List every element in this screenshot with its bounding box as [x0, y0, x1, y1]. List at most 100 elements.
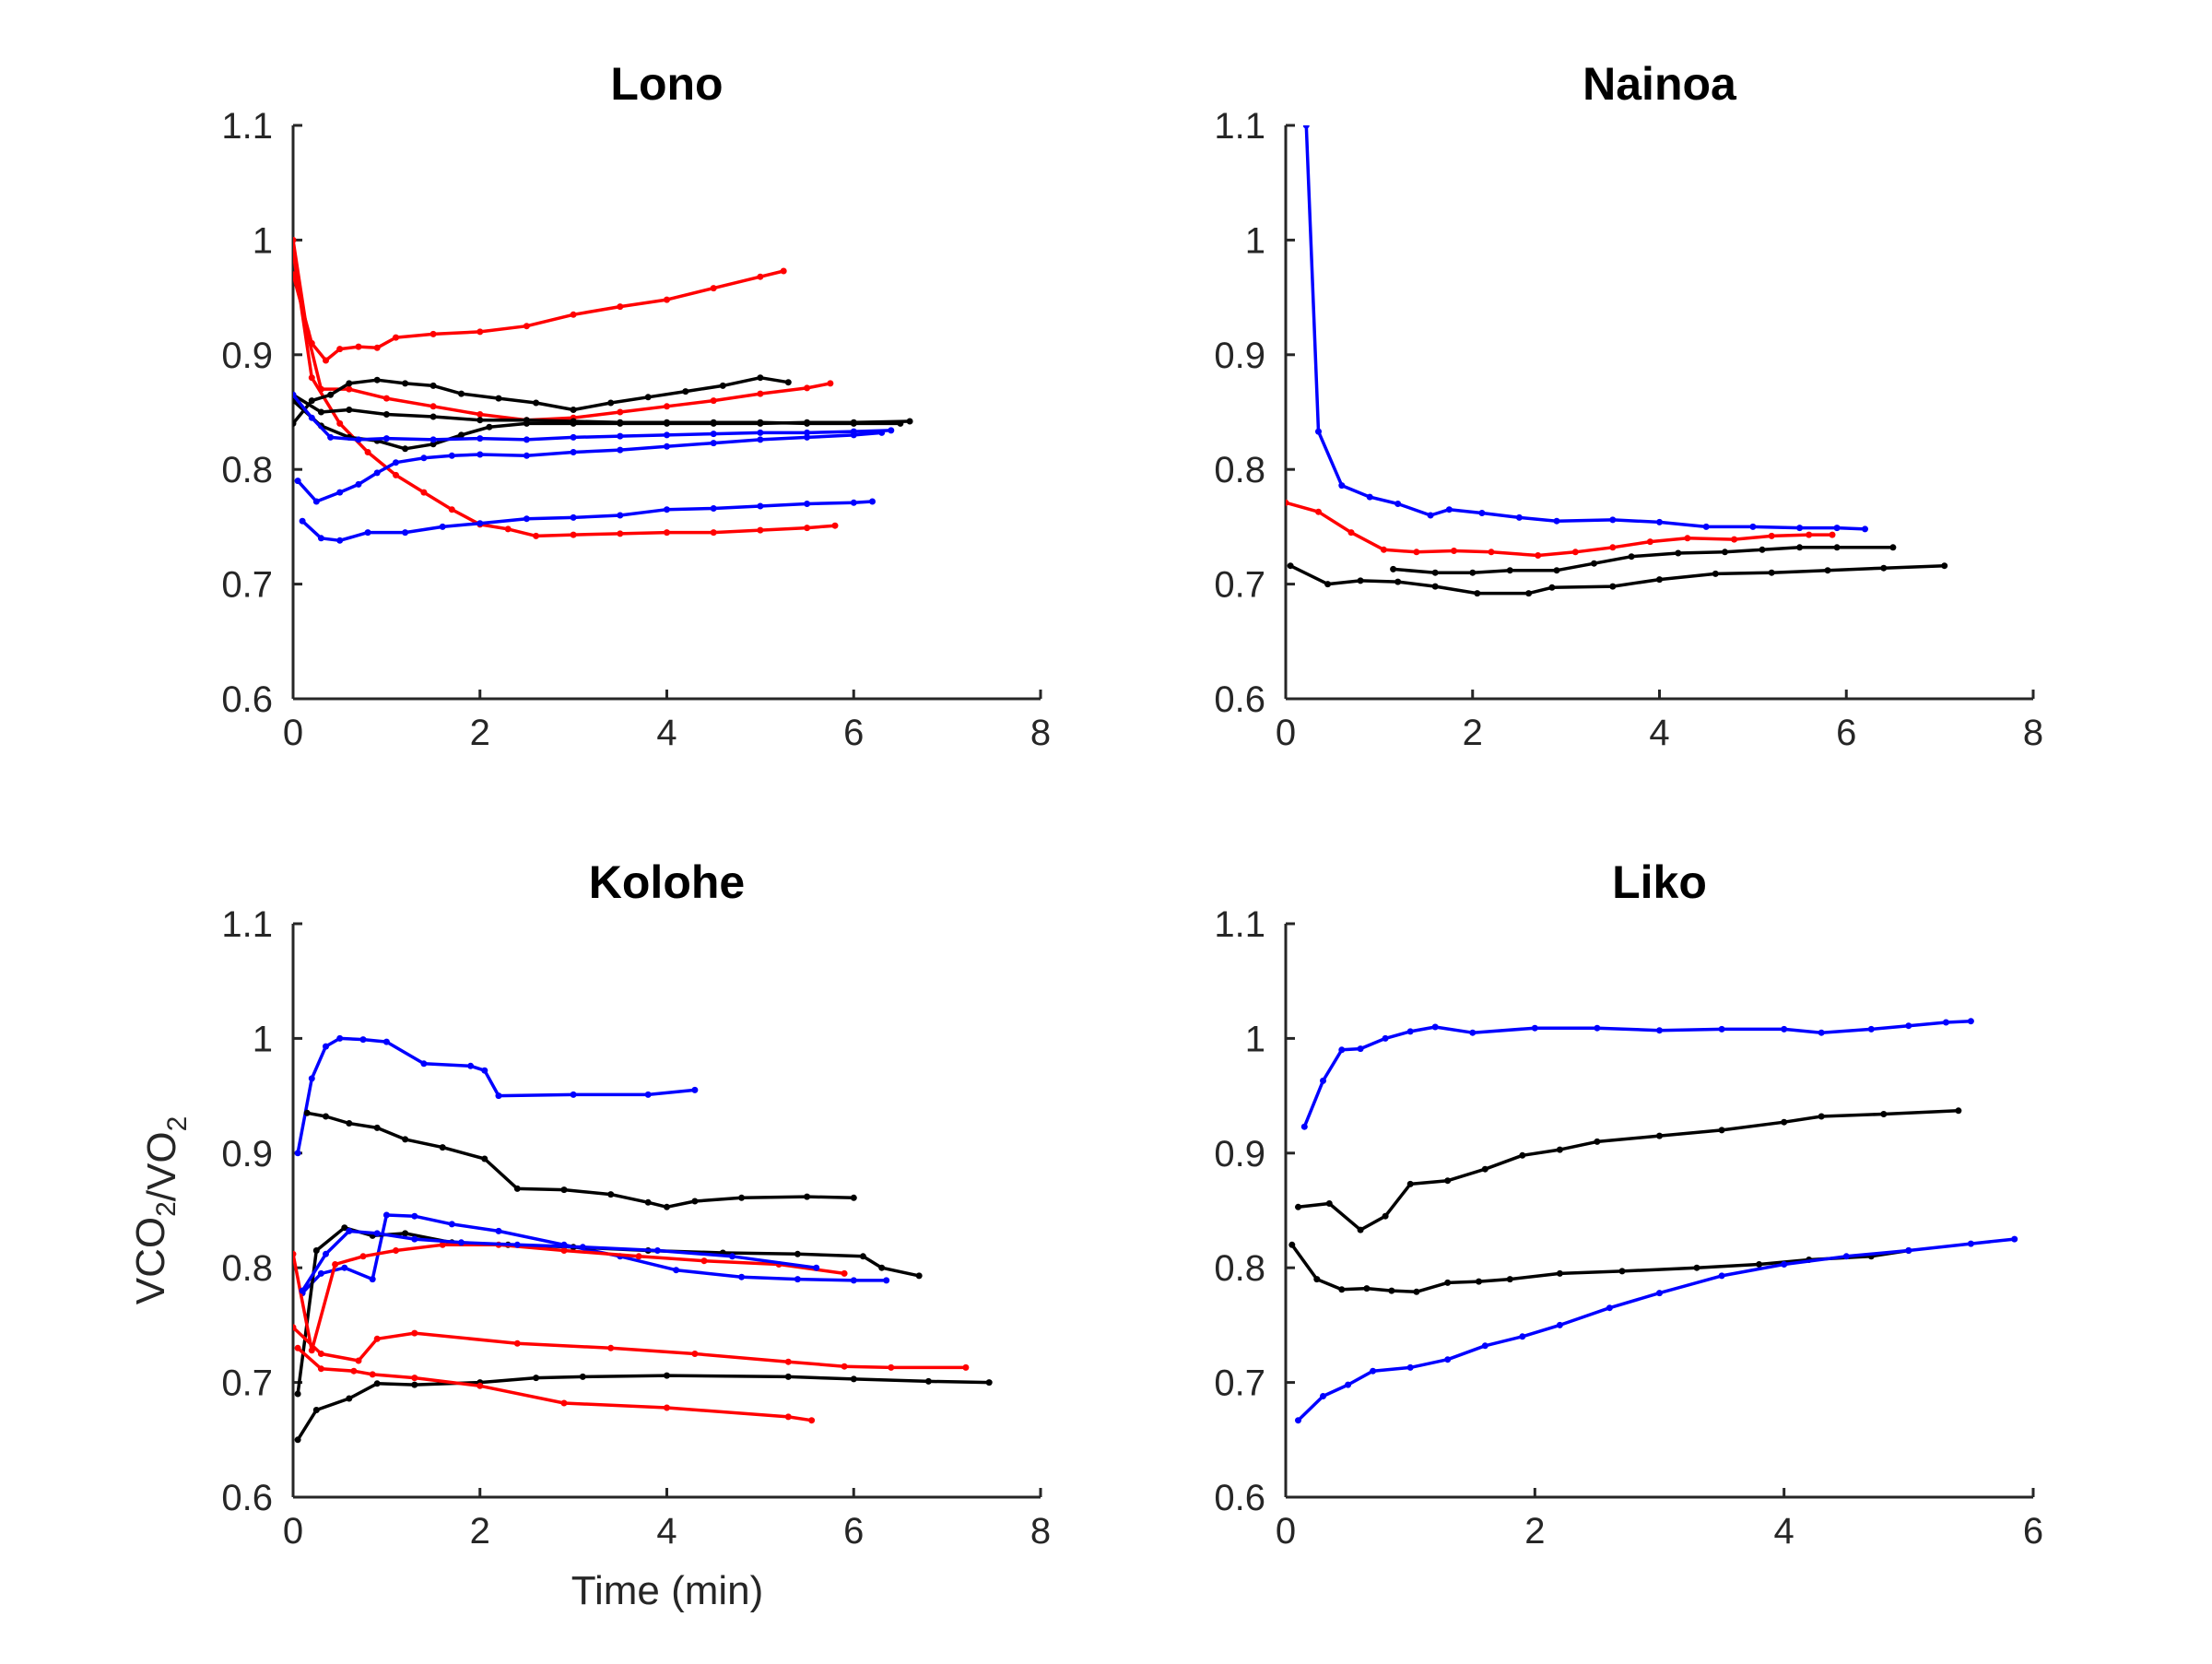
- data-point: [1531, 1024, 1538, 1032]
- data-point: [850, 1375, 857, 1383]
- data-point: [481, 1067, 488, 1074]
- data-point: [1394, 578, 1402, 585]
- data-point: [1469, 1029, 1477, 1036]
- data-point: [1345, 1381, 1352, 1388]
- data-point: [1525, 590, 1533, 597]
- data-point: [323, 357, 329, 364]
- data-point: [664, 1372, 670, 1379]
- series-path: [293, 394, 891, 442]
- data-point: [869, 498, 876, 505]
- data-point: [477, 451, 484, 458]
- data-point: [644, 1091, 652, 1098]
- series-line: [1302, 125, 1868, 533]
- data-point: [804, 384, 811, 392]
- data-point: [523, 419, 530, 427]
- data-point: [332, 1261, 339, 1268]
- data-point: [617, 408, 624, 416]
- data-point: [1967, 1018, 1974, 1025]
- data-point: [1481, 1165, 1488, 1173]
- x-tick-label: 8: [1030, 1511, 1051, 1552]
- x-tick-label: 0: [1276, 1511, 1296, 1552]
- data-point: [560, 1186, 568, 1194]
- data-point: [355, 480, 362, 488]
- data-point: [359, 1036, 367, 1044]
- data-point: [1759, 546, 1766, 553]
- panel-liko: Liko 0.6 0.7 0.8 0.9 1 1.1 0 2 4 6: [1214, 856, 2043, 1552]
- data-point: [439, 523, 446, 530]
- data-point: [293, 1250, 297, 1257]
- series-path: [1286, 501, 1832, 558]
- series-line: [293, 374, 792, 427]
- data-point: [1756, 1261, 1763, 1268]
- data-point: [373, 1124, 381, 1131]
- data-point: [1488, 549, 1495, 556]
- data-point: [1394, 501, 1402, 507]
- data-point: [1313, 1276, 1321, 1283]
- data-point: [691, 1086, 699, 1093]
- data-point: [1295, 1417, 1301, 1424]
- data-point: [420, 1060, 428, 1068]
- data-point: [1506, 567, 1513, 574]
- y-tick-label: 0.6: [1214, 679, 1265, 720]
- data-point: [827, 380, 834, 387]
- data-point: [1431, 569, 1439, 576]
- data-point: [402, 529, 409, 537]
- series-line: [293, 391, 895, 443]
- data-point: [1413, 1288, 1420, 1295]
- data-point: [719, 382, 726, 389]
- data-point: [962, 1363, 970, 1371]
- data-point: [1506, 1276, 1513, 1283]
- data-point: [850, 1277, 857, 1284]
- data-point: [294, 1150, 301, 1157]
- data-point: [784, 1358, 792, 1365]
- data-point: [373, 1230, 381, 1237]
- data-point: [439, 1241, 446, 1248]
- x-tick-label: 6: [843, 713, 864, 753]
- data-point: [317, 408, 324, 416]
- data-point: [859, 1253, 866, 1260]
- data-point: [323, 1113, 329, 1120]
- data-point: [293, 248, 297, 255]
- data-point: [808, 1417, 816, 1424]
- data-point: [1553, 517, 1560, 525]
- data-point: [1556, 1146, 1563, 1153]
- x-tick-label: 8: [1030, 713, 1051, 753]
- series-line: [294, 429, 886, 505]
- data-point: [1889, 544, 1897, 551]
- data-point: [299, 1287, 306, 1294]
- data-point: [1824, 567, 1831, 574]
- data-point: [757, 526, 764, 534]
- data-point: [373, 469, 381, 477]
- data-point: [1718, 1272, 1725, 1280]
- data-point: [804, 419, 811, 426]
- data-point: [1406, 1180, 1414, 1187]
- y-tick-label: 1: [1245, 220, 1265, 261]
- panel-kolohe: Kolohe 0.6 0.7 0.8 0.9 1 1.1 0 2 4 6 8: [221, 856, 1051, 1552]
- panel-title: Lono: [610, 58, 723, 110]
- data-point: [1366, 493, 1373, 501]
- data-point: [1302, 125, 1310, 129]
- data-point: [1609, 516, 1617, 524]
- data-point: [607, 399, 615, 407]
- data-point: [1390, 565, 1397, 572]
- panel-nainoa: Nainoa 0.6 0.7 0.8 0.9 1 1.1 0 2 4 6 8: [1214, 58, 2043, 753]
- data-point: [317, 1351, 324, 1357]
- x-tick-label: 0: [1276, 713, 1296, 753]
- data-point: [1718, 1025, 1725, 1033]
- data-point: [1656, 518, 1663, 525]
- data-point: [1431, 1023, 1439, 1031]
- data-point: [1535, 552, 1542, 559]
- data-point: [1781, 1118, 1788, 1126]
- data-point: [710, 285, 717, 292]
- data-point: [1320, 1077, 1326, 1084]
- data-point: [1469, 569, 1477, 576]
- data-point: [617, 432, 624, 440]
- data-point: [1363, 1285, 1371, 1292]
- data-point: [1712, 570, 1719, 577]
- data-point: [1444, 1279, 1452, 1286]
- data-point: [411, 1381, 418, 1388]
- data-point: [1967, 1240, 1974, 1247]
- data-point: [617, 419, 624, 427]
- series-line: [299, 1227, 820, 1294]
- data-point: [1880, 1111, 1888, 1117]
